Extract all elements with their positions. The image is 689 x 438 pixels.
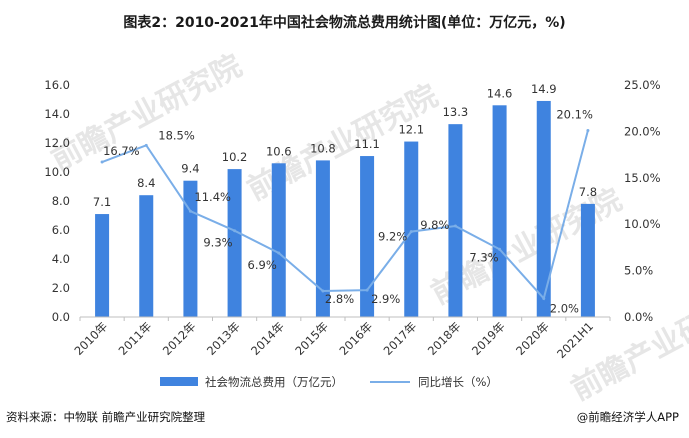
line-value-label: 2.0% [550,301,579,315]
bar [448,124,463,318]
x-category-label: 2015年 [292,319,331,358]
line-point [453,224,457,228]
line-value-label: 9.3% [203,236,232,250]
bar-value-label: 10.8 [310,141,336,155]
x-category-label: 2019年 [469,319,508,358]
bar [271,163,286,317]
line-value-label: 20.1% [556,107,593,121]
line-point [277,251,281,255]
bar-value-label: 10.6 [266,144,292,158]
x-category-label: 2018年 [425,319,464,358]
line-value-label: 2.9% [371,292,400,306]
y-left-tick-label: 14.0 [44,107,70,121]
line-value-label: 7.3% [469,250,498,264]
y-right-tick-label: 0.0% [624,310,653,324]
line-value-label: 16.7% [103,144,140,158]
bar-value-label: 11.1 [354,137,380,151]
y-left-tick-label: 12.0 [44,136,70,150]
line-value-label: 6.9% [248,258,277,272]
line-point [365,288,369,292]
bar [139,195,154,317]
line-point [188,209,192,213]
bar [536,100,551,317]
line-value-label: 9.2% [378,230,407,244]
line-point [321,289,325,293]
y-left-tick-label: 4.0 [52,252,70,266]
bar-value-label: 13.3 [443,105,469,119]
line-value-label: 9.8% [420,218,449,232]
line-value-label: 11.4% [194,190,231,204]
brand-credit: @前瞻经济学人APP [576,410,679,424]
x-category-label: 2011年 [116,319,155,358]
x-category-label: 2020年 [513,319,552,358]
line-value-label: 2.8% [325,292,354,306]
bar-value-label: 10.2 [222,150,248,164]
bar [580,203,595,317]
x-category-label: 2013年 [204,319,243,358]
x-category-label: 2016年 [336,319,375,358]
line-point [100,160,104,164]
y-left-tick-label: 16.0 [44,78,70,92]
line-value-label: 18.5% [158,128,195,142]
legend-bar-label: 社会物流总费用（万亿元） [205,375,343,389]
bar [227,169,242,317]
line-point [233,229,237,233]
y-right-tick-label: 25.0% [624,78,661,92]
x-category-label: 2014年 [248,319,287,358]
bar [95,214,110,317]
combo-chart: 0.0 2.0 4.0 6.0 8.0 10.0 12.0 14.0 16.0 0.0% 5.0% 1… [44,78,661,389]
x-category-label: 2021H1 [554,319,596,361]
line-point [409,230,413,234]
legend-line-label: 同比增长（%） [418,375,498,389]
bar-value-label: 14.9 [531,82,557,96]
x-category-label: 2012年 [160,319,199,358]
x-category-label: 2010年 [71,319,110,358]
chart-title: 图表2：2010-2021年中国社会物流总费用统计图(单位：万亿元，%) [123,15,566,31]
bar-value-label: 7.8 [579,185,597,199]
bar-value-label: 8.4 [137,176,155,190]
bar-value-label: 7.1 [93,195,111,209]
bar [360,156,375,317]
bar [492,105,507,317]
line-point [498,247,502,251]
legend-bar-swatch [160,377,198,386]
y-left-tick-label: 0.0 [52,310,70,324]
bar [183,180,198,317]
bar-value-label: 14.6 [487,86,513,100]
y-left-tick-label: 10.0 [44,165,70,179]
y-left-tick-label: 8.0 [52,194,70,208]
x-category-label: 2017年 [381,319,420,358]
bar [404,141,419,317]
line-point [542,296,546,300]
line-point [586,128,590,132]
y-right-tick-label: 10.0% [624,217,661,231]
y-left-tick-label: 2.0 [52,281,70,295]
source-note: 资料来源：中物联 前瞻产业研究院整理 [6,410,206,424]
bar [315,160,330,317]
y-right-tick-label: 20.0% [624,124,661,138]
y-right-tick-label: 5.0% [624,264,653,278]
bar-value-label: 12.1 [398,123,424,137]
line-point [144,143,148,147]
y-left-tick-label: 6.0 [52,223,70,237]
y-right-tick-label: 15.0% [624,171,661,185]
bar-value-label: 9.4 [181,162,199,176]
growth-line [101,130,589,301]
